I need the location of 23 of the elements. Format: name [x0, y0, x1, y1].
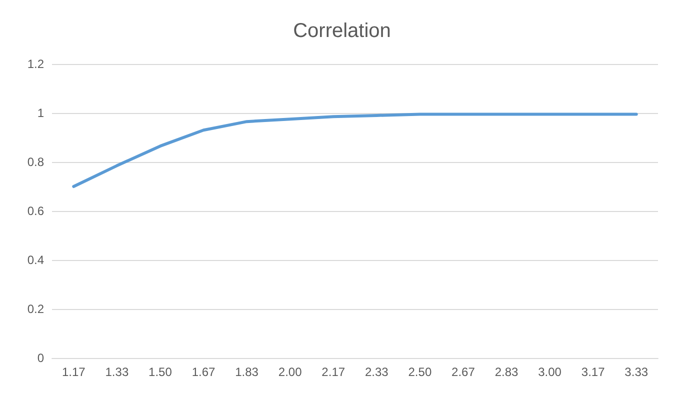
y-tick-label: 1.2 [27, 57, 44, 71]
x-tick-label: 3.00 [538, 365, 562, 379]
x-tick-label: 2.33 [364, 365, 389, 379]
x-tick-label: 1.83 [235, 365, 259, 379]
chart-title: Correlation [293, 20, 391, 42]
y-tick-label: 1 [37, 106, 44, 120]
x-tick-label: 1.50 [148, 365, 172, 379]
y-tick-label: 0.2 [27, 302, 44, 316]
y-tick-label: 0.8 [27, 155, 44, 169]
x-tick-label: 2.17 [322, 365, 346, 379]
x-tick-label: 2.00 [278, 365, 302, 379]
y-tick-label: 0 [37, 351, 44, 365]
y-tick-label: 0.4 [27, 253, 44, 267]
x-tick-label: 2.67 [452, 365, 476, 379]
x-tick-label: 3.33 [624, 365, 648, 379]
x-tick-label: 2.50 [408, 365, 432, 379]
x-tick-label: 1.33 [105, 365, 129, 379]
x-tick-label: 1.17 [62, 365, 86, 379]
x-tick-label: 2.83 [494, 365, 518, 379]
x-tick-label: 3.17 [581, 365, 606, 379]
x-tick-label: 1.67 [192, 365, 216, 379]
y-tick-label: 0.6 [27, 204, 44, 218]
line-series [72, 112, 638, 188]
